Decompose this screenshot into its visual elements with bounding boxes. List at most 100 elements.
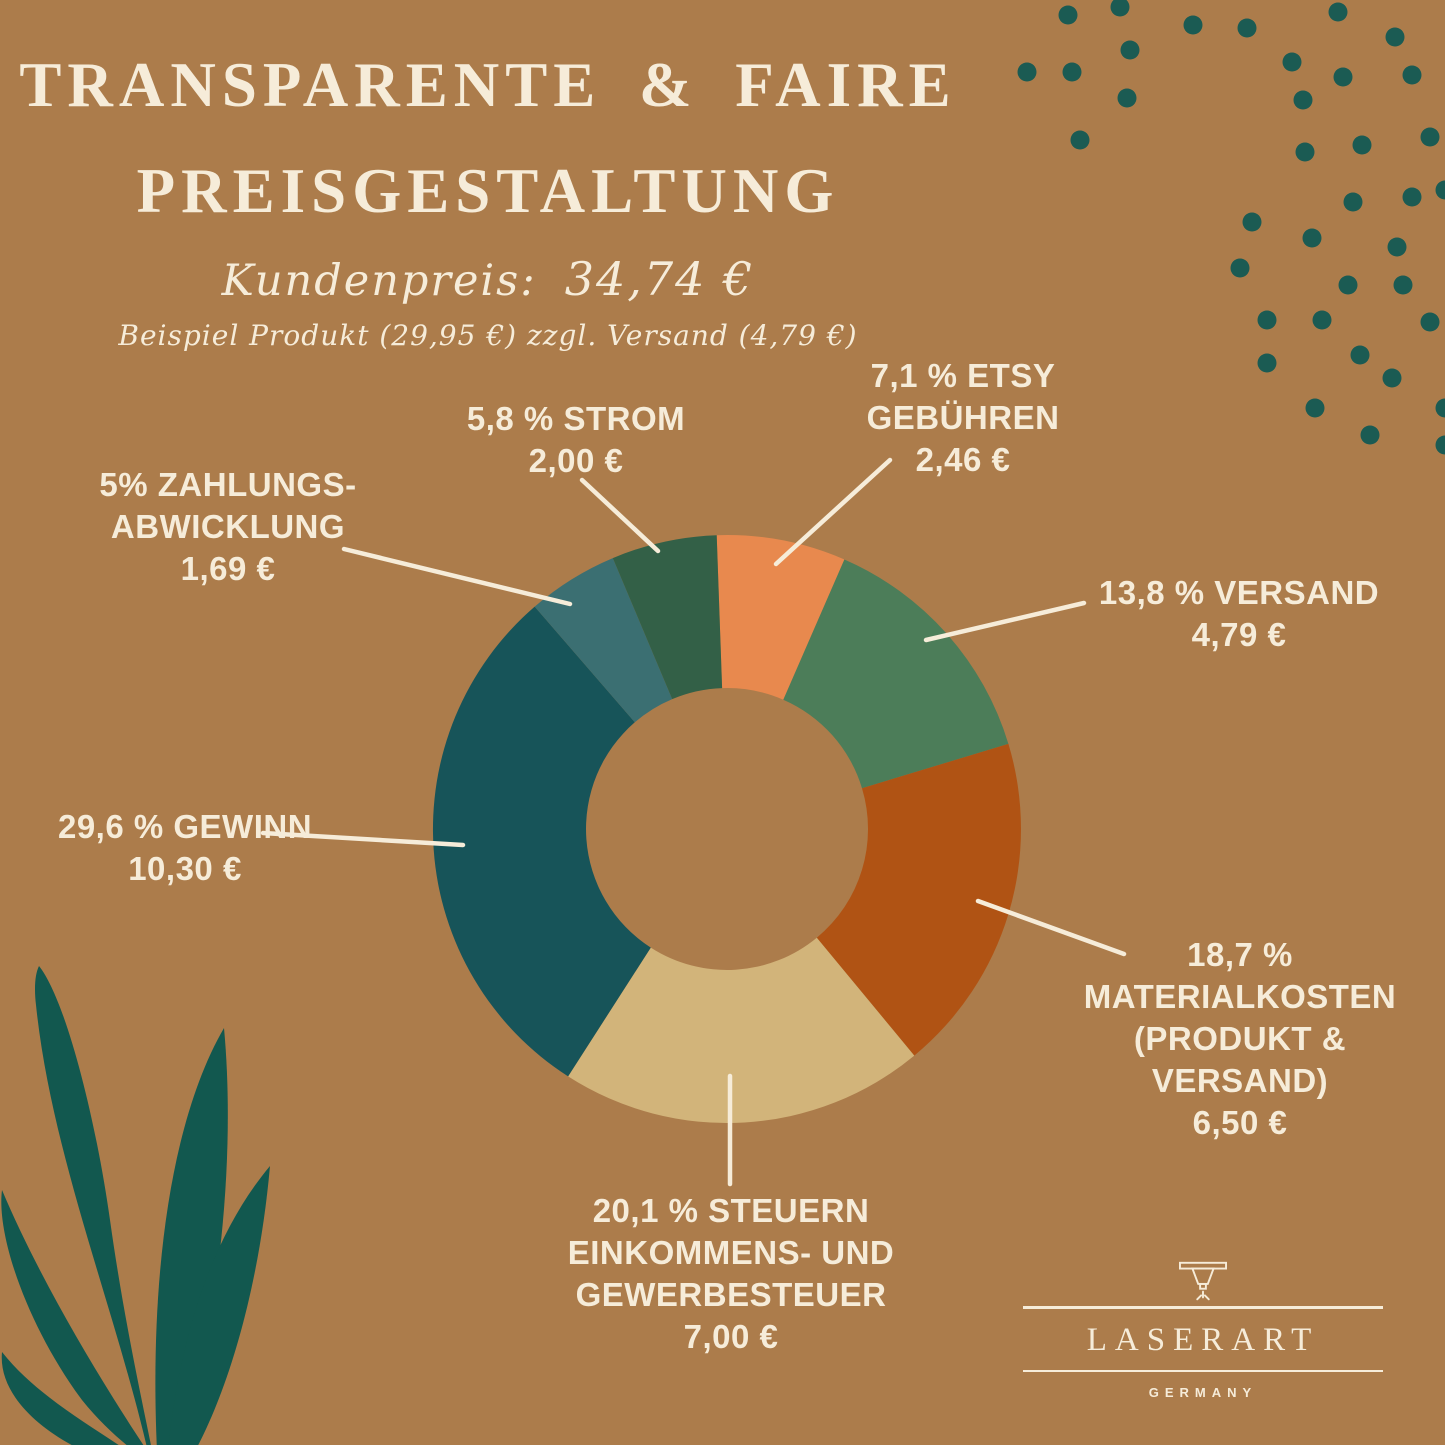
decor-dot [1295,142,1315,162]
callout-line: 6,50 € [1192,1104,1288,1141]
decor-dot [1350,345,1370,365]
decor-dot [1242,212,1262,232]
callout-line: MATERIALKOSTEN [1083,978,1397,1015]
decor-dot [1420,127,1440,147]
callout-line: 10,30 € [128,850,242,887]
decor-dot [1302,228,1322,248]
leader-line [341,546,573,607]
callout-line: 1,69 € [180,550,276,587]
logo-rule-bottom [1023,1369,1383,1372]
decor-dot [1062,62,1082,82]
laser-nozzle [1199,1282,1207,1290]
decor-dot [1058,5,1078,25]
decor-dot [1402,187,1422,207]
callout-line: 5,8 % STROM [466,400,686,437]
callout-line: EINKOMMENS- UND [567,1234,895,1271]
decor-dot [1257,353,1277,373]
laser-engraver-icon [1179,1261,1227,1301]
decor-dot [1333,67,1353,87]
decor-dot [1352,135,1372,155]
callout-line: GEBÜHREN [866,399,1060,436]
callout-zahlungs: 5% ZAHLUNGS- ABWICKLUNG 1,69 € [99,464,356,590]
callout-line: 5% ZAHLUNGS- [99,466,357,503]
decor-dot [1343,192,1363,212]
callout-versand: 13,8 % VERSAND 4,79 € [1099,572,1379,656]
callout-etsy: 7,1 % ETSY GEBÜHREN 2,46 € [867,355,1060,481]
donut-segment-steuern [568,937,915,1124]
leader-line [773,457,893,567]
decor-dot [1293,90,1313,110]
page-title-line-2: PREISGESTALTUNG [136,156,840,226]
callout-gewinn: 29,6 % GEWINN 10,30 € [58,806,312,890]
callout-line: 2,00 € [528,442,624,479]
decor-dot [1117,88,1137,108]
decor-dot [1360,425,1380,445]
decor-dot [1017,62,1037,82]
decor-dot [1110,0,1130,17]
laser-sparks [1196,1290,1210,1301]
leader-line [579,477,661,554]
callout-line: 29,6 % GEWINN [57,808,313,845]
donut-segment-materialkosten [816,743,1021,1056]
callout-line: 20,1 % STEUERN [592,1192,870,1229]
logo-wordmark: LASERART [1086,1321,1320,1358]
leaf-shape [168,1166,270,1445]
donut-chart [432,535,1021,1124]
donut-segment-strom [612,535,723,700]
callout-line: 2,46 € [915,441,1011,478]
brand-logo: LASERART GERMANY [1023,1258,1383,1400]
leaf-shape [35,966,151,1445]
callout-line: GEWERBESTEUER [575,1276,887,1313]
price-value: 34,74 € [564,252,755,306]
logo-rule-top [1023,1306,1383,1309]
donut-segment-gewinn [432,606,651,1077]
decor-dot [1282,52,1302,72]
page-title-line-1: TRANSPARENTE & FAIRE [19,50,957,120]
decor-dot [1435,435,1445,455]
leader-line [260,830,466,848]
callout-line: 7,00 € [683,1318,779,1355]
callout-line: 7,1 % ETSY [870,357,1056,394]
price-label: Kundenpreis: [221,256,537,306]
decor-dot [1257,310,1277,330]
decor-dot [1382,368,1402,388]
leaf-shape [155,1028,228,1445]
decor-dot [1183,15,1203,35]
leader-lines [260,457,1127,1187]
callout-steuern: 20,1 % STEUERN EINKOMMENS- UND GEWERBESTEU… [568,1190,895,1358]
decor-dots-pattern [1017,0,1445,455]
callout-line: 13,8 % VERSAND [1098,574,1380,611]
decor-dot [1402,65,1422,85]
header: TRANSPARENTE & FAIRE PREISGESTALTUNG Kun… [8,40,968,356]
leaf-shape [1,1352,119,1445]
callout-line: 18,7 % [1187,936,1293,973]
example-note: Beispiel Produkt (29,95 €) zzgl. Versand… [118,319,858,352]
customer-price: Kundenpreis: 34,74 € [8,250,968,310]
decor-dot [1393,275,1413,295]
donut-segment-versand [783,559,1009,789]
callout-material: 18,7 % MATERIALKOSTEN (PRODUKT & VERSAND) 6,… [1084,934,1397,1144]
callout-strom: 5,8 % STROM 2,00 € [467,398,685,482]
decor-dot [1385,27,1405,47]
decor-dot [1387,237,1407,257]
leader-line [923,600,1087,643]
decor-dot [1328,2,1348,22]
decor-dot [1435,180,1445,200]
decor-dot [1070,130,1090,150]
decor-dot [1230,258,1250,278]
leader-line [975,898,1127,957]
callout-line: 4,79 € [1191,616,1287,653]
callout-line: VERSAND) [1151,1062,1329,1099]
callout-line: (PRODUKT & [1133,1020,1347,1057]
decor-dot [1237,18,1257,38]
laser-head [1191,1267,1215,1285]
decor-dot [1435,398,1445,418]
decor-dot [1420,312,1440,332]
logo-country: GERMANY [1148,1385,1258,1400]
decor-dot [1120,40,1140,60]
decor-dot [1305,398,1325,418]
decor-dot [1338,275,1358,295]
callout-line: ABWICKLUNG [110,508,346,545]
donut-segment-zahlungsabwicklung [534,558,673,723]
